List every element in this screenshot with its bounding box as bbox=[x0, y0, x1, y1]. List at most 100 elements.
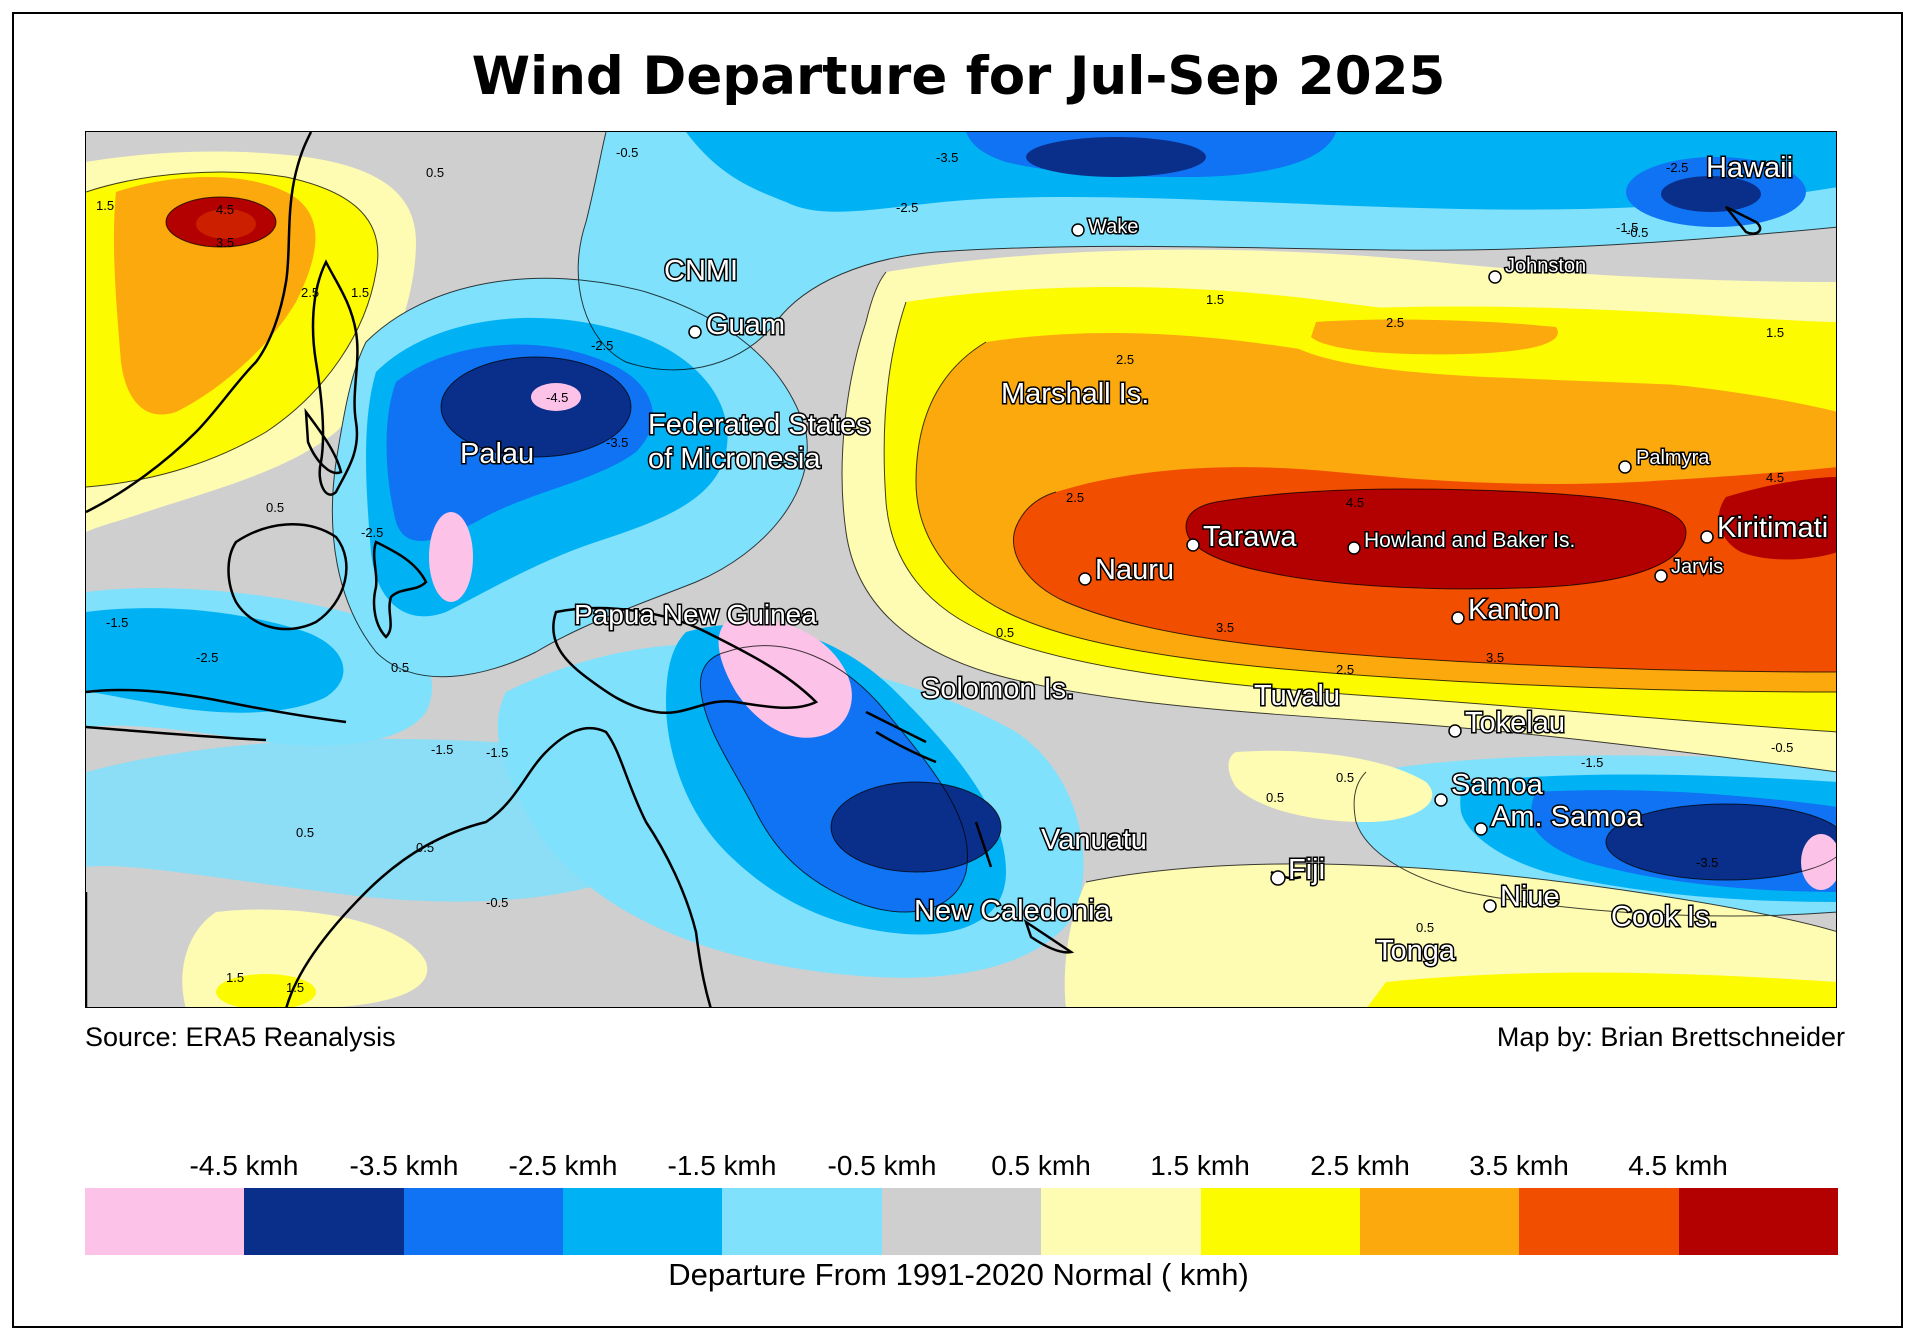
marker-am-samoa bbox=[1474, 822, 1488, 836]
label-tonga: Tonga bbox=[1376, 935, 1456, 967]
label-marshall: Marshall Is. bbox=[1001, 378, 1149, 410]
field-neg-micro-pink bbox=[531, 383, 581, 411]
contour-label: -1.5 bbox=[1616, 220, 1638, 235]
source-note: Source: ERA5 Reanalysis bbox=[85, 1022, 396, 1052]
field-pos-south-yellow bbox=[1367, 972, 1836, 1007]
place-labels: Hawaii Wake Johnston CNMI Guam Marshall … bbox=[459, 151, 1830, 969]
label-am-samoa: Am. Samoa bbox=[1491, 801, 1643, 833]
legend-label: 2.5 kmh bbox=[1310, 1150, 1410, 1181]
contour-label: -0.5 bbox=[1771, 740, 1793, 755]
label-kanton: Kanton bbox=[1468, 594, 1560, 626]
place-markers bbox=[688, 223, 1714, 913]
contour-label: -0.5 bbox=[1626, 225, 1648, 240]
contour-label: 0.5 bbox=[296, 825, 314, 840]
legend-swatch bbox=[1200, 1188, 1360, 1255]
field-pos-tonga-light bbox=[1228, 750, 1433, 822]
field-pos-phil-red bbox=[166, 197, 276, 247]
label-png: Papua New Guinea bbox=[574, 599, 817, 630]
legend-label: -0.5 kmh bbox=[827, 1150, 937, 1181]
label-johnston: Johnston bbox=[1505, 255, 1586, 277]
marker-fiji bbox=[1270, 870, 1286, 886]
contour-label: 1.5 bbox=[1206, 292, 1224, 307]
contour-label: -0.5 bbox=[616, 145, 638, 160]
marker-niue bbox=[1483, 899, 1497, 913]
field-pos-south-light bbox=[1064, 863, 1836, 1007]
contour-label: -1.5 bbox=[106, 615, 128, 630]
label-niue: Niue bbox=[1500, 881, 1560, 913]
contour-label: 2.5 bbox=[1066, 490, 1084, 505]
label-palmyra: Palmyra bbox=[1636, 447, 1710, 469]
legend-swatch bbox=[403, 1188, 564, 1255]
field-neg-hawaii-navy bbox=[1661, 176, 1761, 212]
contour-label: -2.5 bbox=[591, 338, 613, 353]
label-jarvis: Jarvis bbox=[1671, 556, 1723, 578]
contour-label: 2.5 bbox=[1336, 662, 1354, 677]
contour-label: -2.5 bbox=[361, 525, 383, 540]
contour-label: 3.5 bbox=[216, 235, 234, 250]
contour-label: 0.5 bbox=[416, 840, 434, 855]
marker-guam bbox=[688, 325, 702, 339]
label-fsm-line2: of Micronesia bbox=[648, 443, 821, 475]
label-fsm-line1: Federated States bbox=[648, 409, 870, 441]
label-palau: Palau bbox=[460, 438, 534, 470]
label-solomon: Solomon Is. bbox=[921, 673, 1074, 705]
field-neg-north-navy bbox=[1026, 137, 1206, 177]
marker-tokelau bbox=[1448, 724, 1462, 738]
label-samoa: Samoa bbox=[1451, 769, 1544, 801]
contour-label: 1.5 bbox=[351, 285, 369, 300]
legend-label: 4.5 kmh bbox=[1628, 1150, 1728, 1181]
contour-label: 4.5 bbox=[1346, 495, 1364, 510]
label-howland: Howland and Baker Is. bbox=[1364, 529, 1575, 552]
label-cnmi: CNMI bbox=[664, 255, 738, 287]
map-credit: Map by: Brian Brettschneider bbox=[1496, 1022, 1845, 1052]
label-guam: Guam bbox=[706, 309, 785, 341]
contour-label: -3.5 bbox=[936, 150, 958, 165]
marker-wake bbox=[1071, 223, 1085, 237]
field-pos-sw-yellow bbox=[216, 974, 316, 1007]
marker-samoa bbox=[1434, 793, 1448, 807]
field-neg-png-pink bbox=[718, 619, 852, 738]
field-neg-south-light bbox=[86, 738, 686, 902]
legend-label: -1.5 kmh bbox=[667, 1150, 777, 1181]
label-new-caledonia: New Caledonia bbox=[914, 895, 1112, 927]
field-neg-micro-navy bbox=[441, 357, 631, 457]
label-cook: Cook Is. bbox=[1611, 901, 1717, 933]
legend-swatch bbox=[722, 1188, 882, 1255]
legend-label: 1.5 kmh bbox=[1150, 1150, 1250, 1181]
contour-label: 2.5 bbox=[1386, 315, 1404, 330]
field-neg-mel-navy bbox=[831, 782, 1001, 872]
label-tuvalu: Tuvalu bbox=[1254, 680, 1340, 712]
contour-label: 4.5 bbox=[1766, 470, 1784, 485]
contour-label: 3.5 bbox=[1216, 620, 1234, 635]
contour-label: 0.5 bbox=[1416, 920, 1434, 935]
contour-label: 1.5 bbox=[226, 970, 244, 985]
field-pos-east-red2 bbox=[1718, 477, 1836, 560]
contour-label: 0.5 bbox=[266, 500, 284, 515]
coastlines bbox=[86, 132, 1762, 1007]
contour-label: -3.5 bbox=[1696, 855, 1718, 870]
contour-label: -2.5 bbox=[1666, 160, 1688, 175]
legend-colorbar bbox=[85, 1188, 1838, 1255]
contour-label: 0.5 bbox=[391, 660, 409, 675]
legend-swatch bbox=[1678, 1188, 1838, 1255]
field-neg-se-pink bbox=[1801, 834, 1836, 890]
marker-palmyra bbox=[1618, 460, 1632, 474]
legend-labels: -4.5 kmh -3.5 kmh -2.5 kmh -1.5 kmh -0.5… bbox=[85, 1150, 1838, 1184]
field-neg-west-mid bbox=[86, 608, 344, 713]
wind-departure-map[interactable]: -0.5 -2.5 -3.5 -0.5 -1.5 -2.5 -2.5 -3.5 … bbox=[85, 131, 1837, 1008]
contour-label: 0.5 bbox=[996, 625, 1014, 640]
contour-value-labels: -0.5 -2.5 -3.5 -0.5 -1.5 -2.5 -2.5 -3.5 … bbox=[96, 145, 1793, 995]
field-neg-north-mid bbox=[686, 132, 1836, 212]
label-tarawa: Tarawa bbox=[1203, 521, 1297, 553]
legend-label: 3.5 kmh bbox=[1469, 1150, 1569, 1181]
legend-label: -3.5 kmh bbox=[349, 1150, 459, 1181]
legend-swatch bbox=[85, 1188, 245, 1255]
label-vanuatu: Vanuatu bbox=[1041, 824, 1147, 856]
contour-label: -3.5 bbox=[606, 435, 628, 450]
label-nauru: Nauru bbox=[1095, 554, 1174, 586]
contour-label: -1.5 bbox=[431, 742, 453, 757]
field-pos-east-red bbox=[1186, 489, 1686, 589]
contour-label: -2.5 bbox=[196, 650, 218, 665]
contour-label: 0.5 bbox=[1336, 770, 1354, 785]
field-neg-se-navy bbox=[1606, 804, 1836, 880]
